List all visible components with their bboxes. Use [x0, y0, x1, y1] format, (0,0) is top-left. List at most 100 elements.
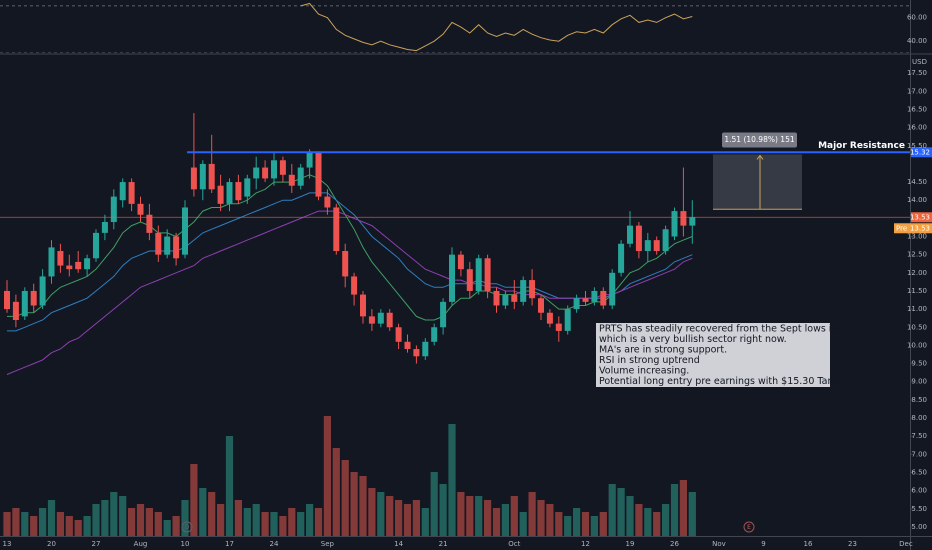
premarket-badge [894, 223, 932, 234]
candle-body [217, 185, 224, 204]
moving-average [6, 210, 693, 375]
volume-bar [119, 496, 127, 536]
x-tick-label: Oct [508, 540, 520, 548]
volume-bar [261, 512, 269, 536]
candle-body [342, 251, 349, 277]
resistance-axis-label: 15.32 [910, 148, 930, 156]
candle-body [609, 272, 616, 306]
volume-bar [306, 504, 314, 536]
candle-body [164, 236, 171, 255]
candle-body [386, 312, 393, 328]
volume-layer [3, 416, 696, 536]
volume-bar [208, 492, 216, 536]
note-line: which is a very bullish sector right now… [599, 334, 787, 345]
candle-body [475, 258, 482, 291]
volume-bar [92, 504, 100, 536]
event-label: E [747, 524, 751, 531]
candle-body [137, 203, 144, 215]
candle-body [395, 327, 402, 342]
candle-body [600, 290, 607, 306]
note-background [596, 323, 830, 387]
candle-body [199, 163, 206, 190]
volume-bar [386, 496, 394, 536]
volume-bar [457, 492, 465, 536]
x-tick-label: 24 [270, 540, 279, 548]
candle-body [315, 153, 322, 197]
x-tick-label: 13 [3, 540, 12, 548]
volume-bar [466, 496, 474, 536]
candle-body [529, 280, 536, 299]
x-tick-label: Sep [321, 540, 335, 548]
volume-bar [47, 500, 56, 536]
volume-bar [39, 508, 47, 536]
volume-bar [3, 512, 11, 536]
measure-box [713, 154, 802, 210]
candle-body [520, 280, 527, 302]
candle-body [119, 182, 126, 201]
volume-bar [484, 500, 492, 536]
volume-bar [492, 508, 501, 536]
y-tick-label: 13.00 [907, 233, 927, 241]
candle-body [582, 298, 589, 302]
volume-bar [252, 504, 260, 536]
volume-bar [653, 512, 661, 536]
y-tick-label: 5.50 [911, 505, 927, 513]
volume-bar [172, 516, 180, 536]
volume-bar [626, 496, 634, 536]
volume-bar [662, 504, 670, 536]
volume-bar [635, 504, 643, 536]
volume-bar [581, 512, 590, 536]
volume-bar [475, 496, 483, 536]
y-tick-label: 11.50 [907, 287, 927, 295]
candle-body [128, 182, 135, 204]
x-tick-label: 19 [626, 540, 635, 548]
volume-bar [145, 508, 153, 536]
candle-body [368, 316, 375, 324]
y-tick-label: 11.00 [907, 305, 927, 313]
rsi-tick-label: 60.00 [907, 14, 927, 22]
volume-bar [528, 492, 536, 536]
rsi-line [300, 2, 693, 52]
volume-bar [225, 436, 234, 536]
volume-bar [395, 500, 403, 536]
candle-body [324, 196, 331, 208]
rsi-tick-label: 40.00 [907, 37, 927, 45]
candle-body [66, 265, 73, 270]
x-tick-label: 9 [761, 540, 765, 548]
candle-body [404, 341, 411, 350]
y-tick-label: 12.50 [907, 251, 927, 259]
candle-body [431, 327, 438, 342]
event-icon [743, 521, 755, 533]
candle-body [573, 298, 580, 310]
volume-bar [350, 472, 358, 536]
candle-body [457, 254, 464, 270]
volume-bar [181, 500, 189, 536]
event-label: D [185, 524, 190, 531]
y-tick-label: 6.00 [911, 487, 927, 495]
volume-bar [439, 484, 447, 536]
candle-body [351, 276, 358, 295]
volume-bar [403, 504, 412, 536]
y-tick-label: 7.00 [911, 450, 927, 458]
x-tick-label: 12 [581, 540, 590, 548]
candle-body [511, 294, 518, 302]
volume-bar [670, 484, 679, 536]
y-tick-label: 14.00 [907, 196, 927, 204]
candle-body [4, 290, 10, 310]
volume-bar [30, 516, 38, 536]
candle-body [190, 167, 197, 190]
volume-bar [519, 512, 527, 536]
x-tick-label: Dec [899, 540, 913, 548]
volume-bar [599, 512, 607, 536]
volume-bar [546, 504, 554, 536]
candle-body [12, 301, 19, 321]
y-tick-label: 8.50 [911, 396, 927, 404]
candle-body [635, 225, 642, 252]
y-tick-label: 15.50 [907, 142, 927, 150]
candle-body [75, 261, 82, 270]
volume-bar [65, 516, 73, 536]
last-price-badge [911, 212, 932, 223]
volume-bar [537, 500, 545, 536]
